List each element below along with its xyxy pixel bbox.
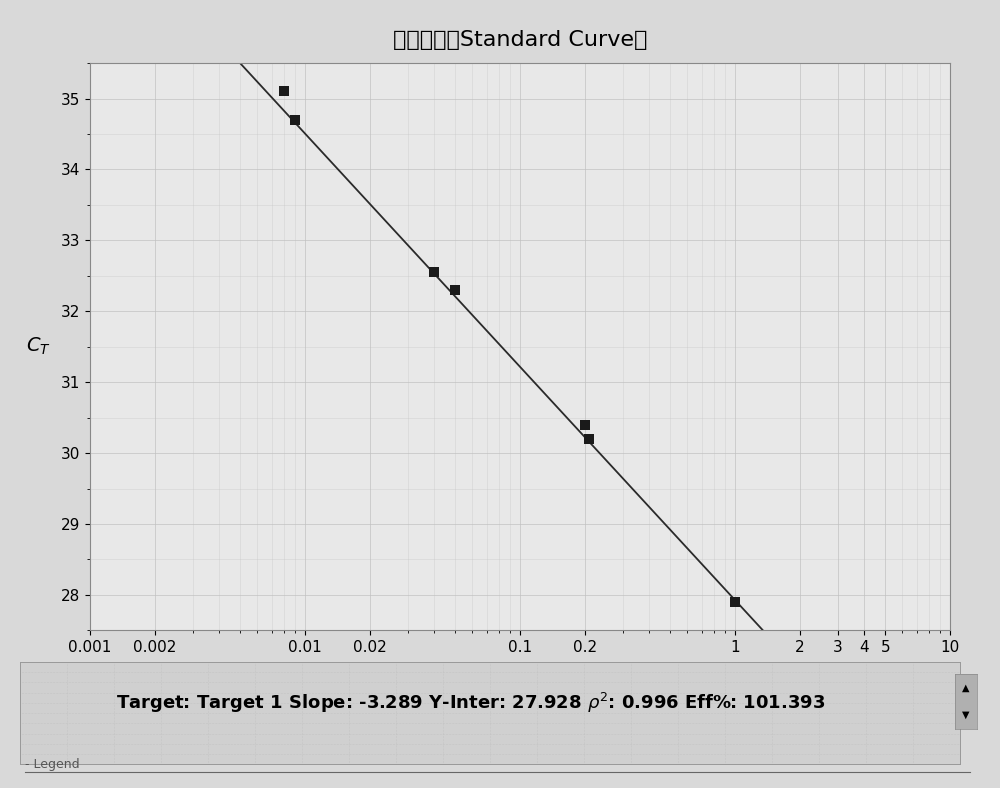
Text: Target: Target 1 Slope: -3.289 Y-Inter: 27.928 $\rho^2$: 0.996 Eff%: 101.393: Target: Target 1 Slope: -3.289 Y-Inter: … bbox=[116, 691, 826, 715]
Point bbox=[577, 418, 593, 431]
Point bbox=[276, 85, 292, 98]
Text: - Legend: - Legend bbox=[25, 758, 80, 771]
Title: 标准曲线（Standard Curve）: 标准曲线（Standard Curve） bbox=[393, 31, 647, 50]
Text: $C_T$: $C_T$ bbox=[26, 336, 51, 358]
Point bbox=[426, 266, 442, 279]
Point bbox=[581, 433, 597, 445]
Point bbox=[447, 284, 463, 296]
X-axis label: 拷贝数（Quantity）: 拷贝数（Quantity） bbox=[454, 666, 586, 684]
Text: ▲: ▲ bbox=[962, 682, 970, 693]
Point bbox=[287, 113, 303, 126]
Point bbox=[727, 596, 743, 608]
Text: ▼: ▼ bbox=[962, 710, 970, 720]
